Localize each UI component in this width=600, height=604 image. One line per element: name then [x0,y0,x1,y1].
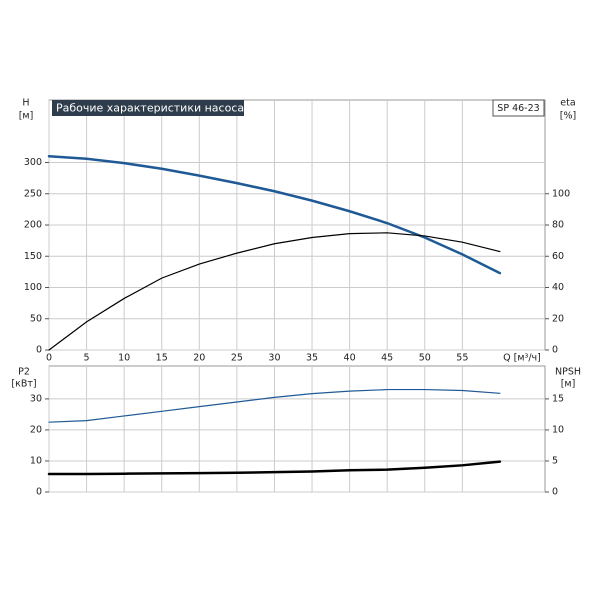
x-axis-label: Q [м³/ч] [503,353,541,364]
x-tick-label: 5 [84,353,90,364]
x-tick-label: 35 [306,353,318,364]
y2-tick-label: 60 [552,251,564,262]
y-tick-label: 0 [36,487,42,498]
y-tick-label: 150 [24,251,42,262]
subtitle-box [492,99,545,117]
y-tick-label: 0 [36,345,42,356]
x-tick-label: 20 [193,353,205,364]
y2-tick-label: 0 [552,345,558,356]
x-tick-label: 25 [231,353,243,364]
y2-axis-unit: [%] [560,111,576,122]
y2-axis-label: eta [560,98,575,109]
y-axis-unit: [м] [19,111,34,122]
y2-tick-label: 15 [552,393,564,404]
curve [47,460,502,476]
y-tick-label: 10 [30,455,42,466]
y2-tick-label: 40 [552,282,564,293]
y2-tick-label: 0 [552,487,558,498]
curve [48,232,501,351]
y-axis-label: H [22,98,29,109]
title-box [52,100,244,116]
curve [48,388,501,423]
x-tick-label: 0 [46,353,52,364]
y-tick-label: 30 [30,393,42,404]
y-tick-label: 100 [24,282,42,293]
x-tick-label: 50 [419,353,431,364]
y2-tick-label: 10 [552,424,564,435]
x-tick-label: 45 [381,353,393,364]
y-axis-unit: [кВт] [11,379,36,390]
chart-title: Рабочие характеристики насоса [56,102,244,115]
x-tick-label: 15 [156,353,168,364]
y2-axis-label: NPSH [555,367,581,378]
y-tick-label: 20 [30,424,42,435]
y-axis-label: P2 [18,367,30,378]
y2-axis-unit: [м] [561,379,576,390]
x-tick-label: 55 [456,353,468,364]
y-tick-label: 300 [24,157,42,168]
x-tick-label: 10 [118,353,130,364]
curve [47,155,502,275]
y2-tick-label: 20 [552,313,564,324]
y-tick-label: 50 [30,313,42,324]
y2-tick-label: 80 [552,220,564,231]
y-tick-label: 250 [24,188,42,199]
y2-tick-label: 100 [552,188,570,199]
x-tick-label: 40 [344,353,356,364]
y-tick-label: 200 [24,220,42,231]
chart-subtitle: SP 46-23 [497,103,539,114]
x-tick-label: 30 [268,353,280,364]
y2-tick-label: 5 [552,455,558,466]
